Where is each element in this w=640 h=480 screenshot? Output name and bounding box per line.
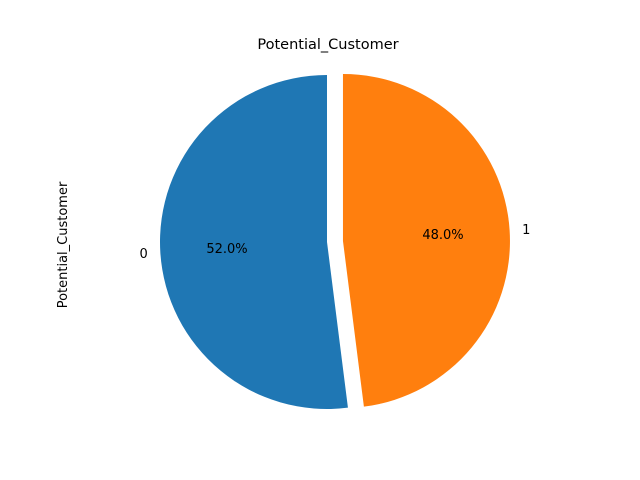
pie-category-label-1: 1 xyxy=(522,223,530,238)
pie-category-label-0: 0 xyxy=(140,247,148,262)
pie-slice-0 xyxy=(160,75,348,409)
pie-slice-1 xyxy=(342,73,510,407)
pie-percent-label-0: 52.0% xyxy=(206,242,247,257)
pie-percent-label-1: 48.0% xyxy=(422,228,463,243)
y-axis-label: Potential_Customer xyxy=(56,181,71,308)
chart-title: Potential_Customer xyxy=(257,37,398,53)
pie-slices: 52.0% 0 48.0% 1 xyxy=(140,73,530,409)
